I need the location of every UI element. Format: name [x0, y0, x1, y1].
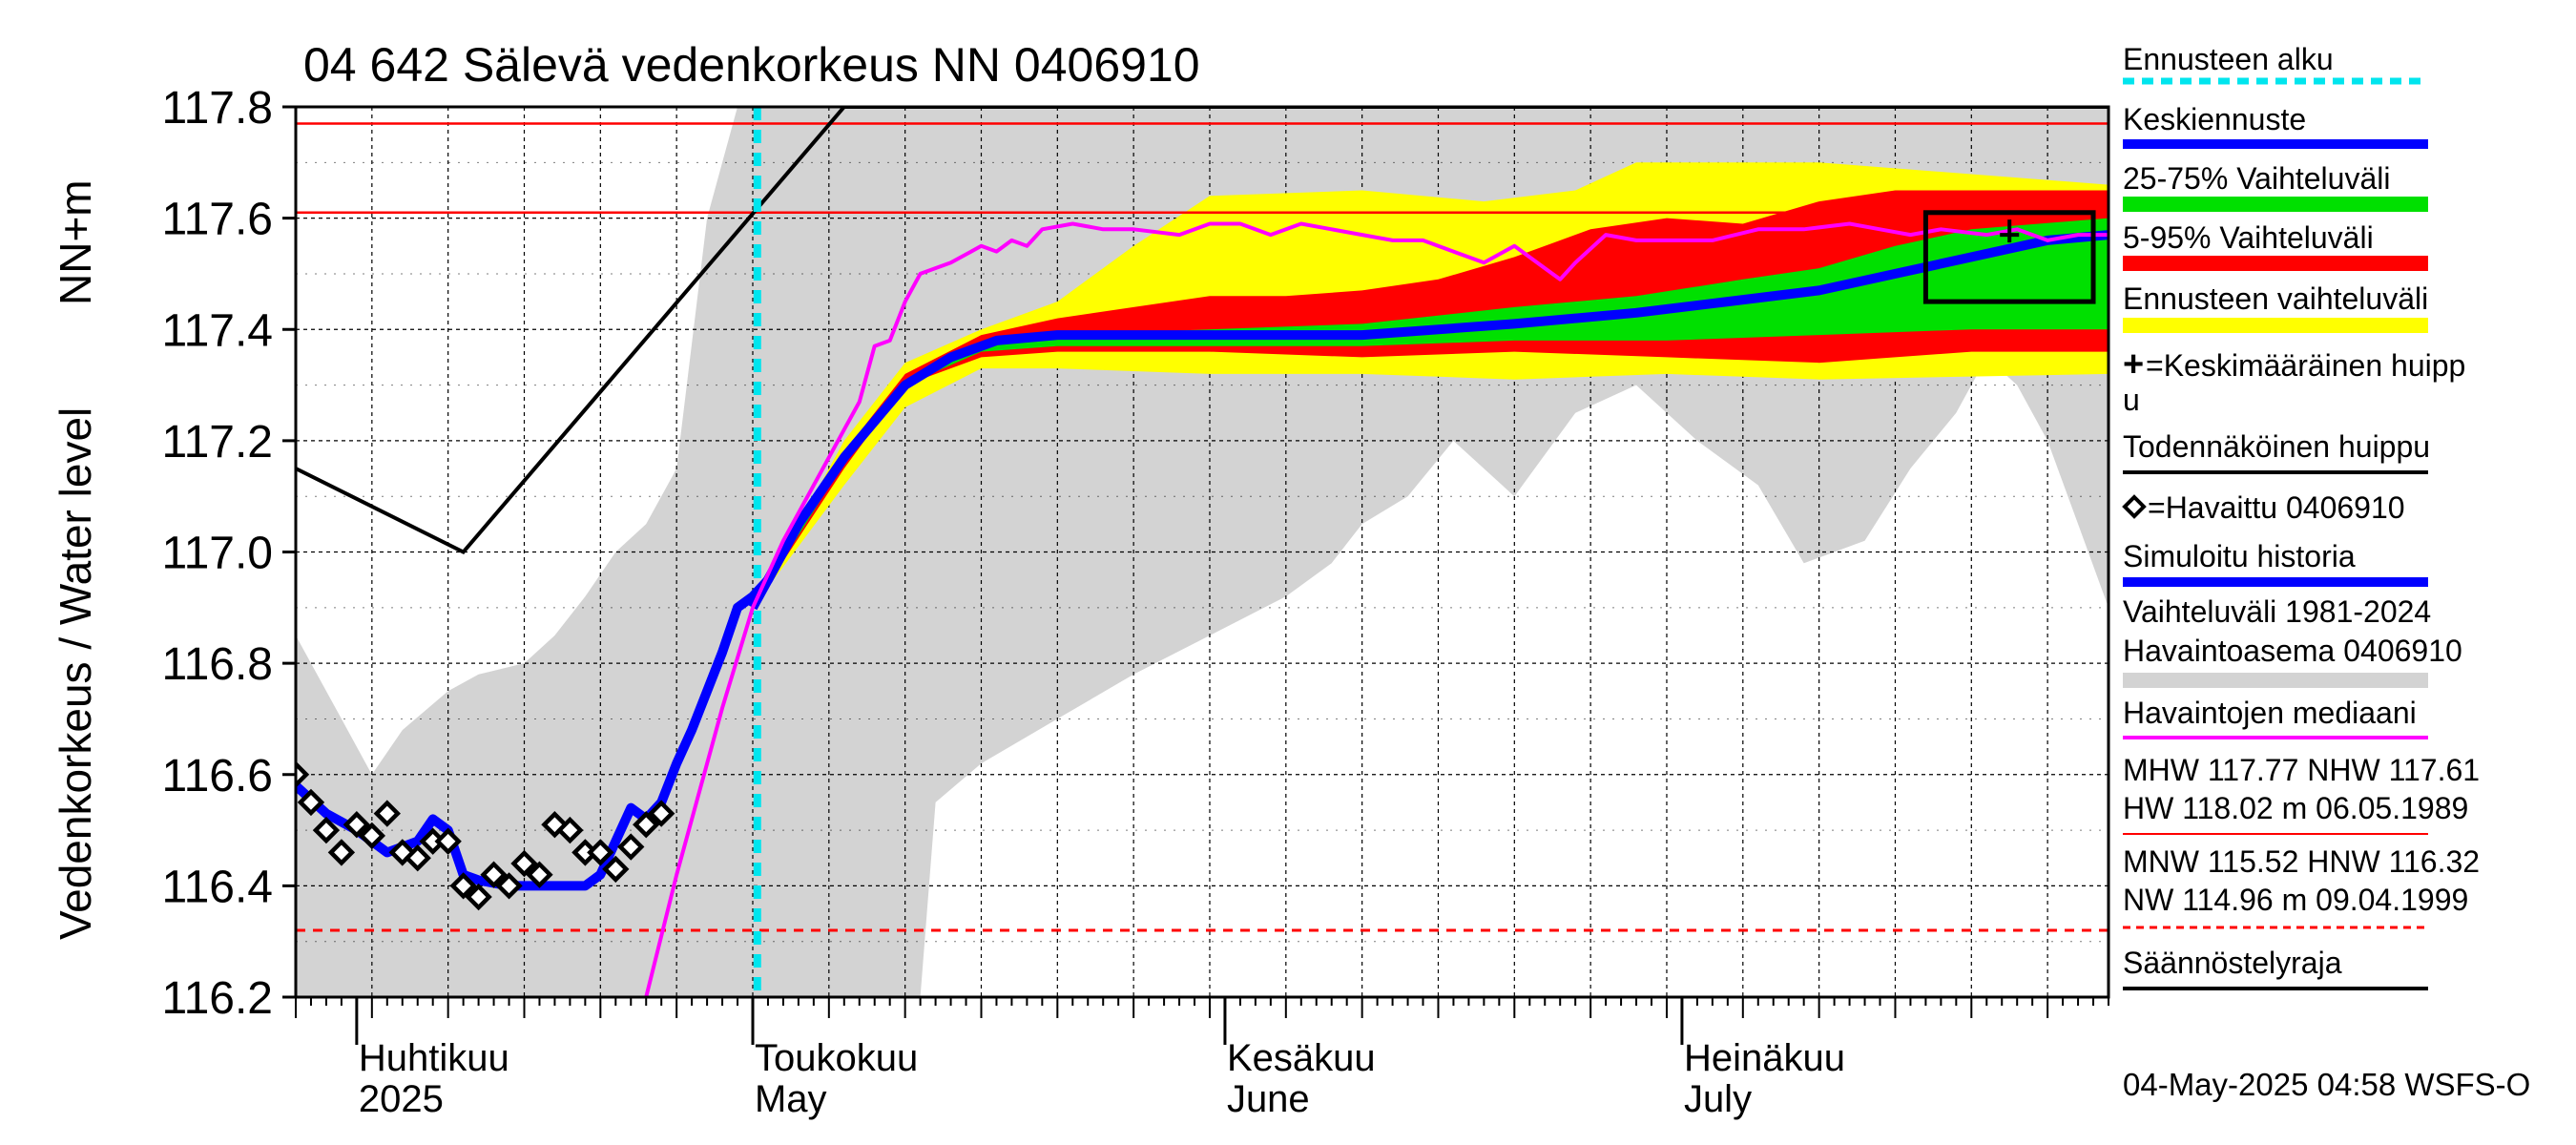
- observed-point: [434, 827, 462, 855]
- plot-overlay: 116.2 116.4 116.6 116.8 117.0 117.2 117.4 117.6…: [161, 83, 2110, 1120]
- y-axis-unit: NN+m: [51, 179, 100, 305]
- observed-point: [480, 861, 508, 888]
- observed-point: [633, 811, 660, 839]
- observed-point: [343, 811, 371, 839]
- legend-stats-hw: HW 118.02 m 06.05.1989: [2123, 791, 2468, 825]
- legend-label-range-25-75: 25-75% Vaihteluväli: [2123, 161, 2390, 196]
- y-tick-label: 117.6: [161, 195, 273, 245]
- observed-point: [587, 839, 614, 866]
- legend-label-simulated: Simuloitu historia: [2123, 539, 2356, 573]
- observed-point: [556, 816, 584, 844]
- observed-point: [602, 855, 630, 884]
- observed-point: [648, 800, 675, 827]
- plus-icon: +: [2123, 344, 2144, 385]
- observed-point: [297, 788, 325, 817]
- legend-stats-high: MHW 117.77 NHW 117.61: [2123, 753, 2480, 787]
- plot-area: [296, 107, 2109, 997]
- y-tick-label: 117.4: [161, 305, 273, 356]
- regulation-limit-line: [296, 107, 2109, 554]
- observed-point: [526, 861, 553, 888]
- footer-timestamp: 04-May-2025 04:58 WSFS-O: [2123, 1067, 2530, 1102]
- observed-point: [373, 800, 401, 827]
- legend: Ennusteen alku Keskiennuste 25-75% Vaihtel…: [2122, 42, 2480, 990]
- observed-point: [312, 816, 341, 844]
- x-month-label: Heinäkuu: [1684, 1037, 1845, 1079]
- x-month-sublabel: 2025: [359, 1078, 444, 1120]
- legend-label-forecast-range: Ennusteen vaihteluväli: [2123, 281, 2428, 316]
- observation-median-line: [644, 221, 2109, 997]
- legend-stats-low: MNW 115.52 HNW 116.32: [2123, 844, 2480, 879]
- legend-label-mean-forecast: Keskiennuste: [2123, 102, 2306, 136]
- observed-point: [510, 849, 538, 878]
- x-month-sublabel: May: [755, 1078, 827, 1120]
- observed-point: [296, 760, 310, 788]
- observed-point: [449, 872, 477, 900]
- y-tick-label: 116.8: [161, 639, 273, 690]
- x-month-sublabel: July: [1684, 1078, 1752, 1120]
- y-axis-label: Vedenkorkeus / Water level: [51, 407, 100, 940]
- range-25-75-band: [753, 218, 2109, 608]
- y-tick-label: 116.4: [161, 862, 273, 912]
- legend-label-hist-station: Havaintoasema 0406910: [2123, 634, 2462, 668]
- legend-label-obs-median: Havaintojen mediaani: [2123, 696, 2417, 730]
- y-tick-label: 117.0: [161, 529, 273, 579]
- diamond-icon: [2122, 494, 2147, 519]
- legend-label-regulation-limit: Säännöstelyraja: [2123, 946, 2342, 980]
- observed-point: [327, 839, 356, 866]
- x-month-label: Kesäkuu: [1227, 1037, 1376, 1079]
- chart-title: 04 642 Sälevä vedenkorkeus NN 0406910: [303, 38, 1200, 92]
- legend-label-mean-peak: =Keskimääräinen huipp: [2146, 348, 2465, 383]
- y-tick-label: 116.2: [161, 973, 273, 1024]
- y-tick-label: 117.2: [161, 417, 273, 468]
- legend-label-range-5-95: 5-95% Vaihteluväli: [2123, 220, 2374, 255]
- mean-forecast-line: [748, 230, 2109, 611]
- legend-stats-nw: NW 114.96 m 09.04.1999: [2123, 883, 2468, 917]
- legend-label-mean-peak-continued: u: [2123, 383, 2140, 417]
- y-tick-label: 116.6: [161, 751, 273, 802]
- observed-point: [495, 872, 523, 900]
- legend-label-probable-peak: Todennäköinen huippu: [2123, 429, 2430, 464]
- observed-point: [465, 883, 492, 911]
- x-month-label: Huhtikuu: [359, 1037, 509, 1079]
- legend-label-observed: =Havaittu 0406910: [2148, 490, 2405, 525]
- observed-point: [404, 844, 431, 872]
- probable-peak-box: [1922, 210, 2096, 304]
- observed-point: [358, 822, 386, 850]
- y-tick-label: 117.8: [161, 83, 273, 134]
- legend-label-forecast-start: Ennusteen alku: [2123, 42, 2334, 76]
- x-month-sublabel: June: [1227, 1078, 1310, 1120]
- x-month-label: Toukokuu: [755, 1037, 918, 1079]
- legend-label-hist-range: Vaihteluväli 1981-2024: [2123, 594, 2431, 629]
- observed-point: [617, 833, 645, 861]
